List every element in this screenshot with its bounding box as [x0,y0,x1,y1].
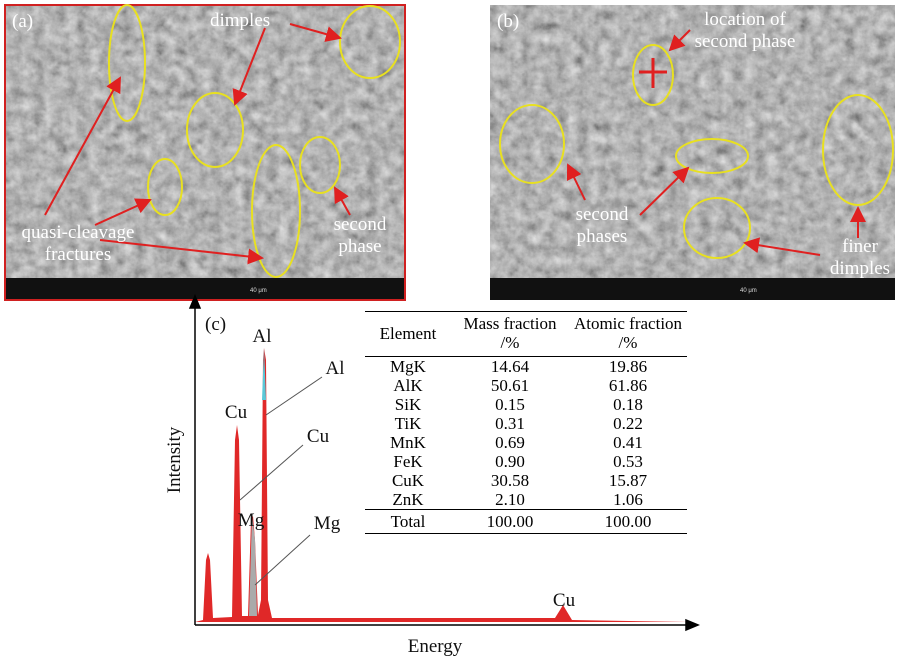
cell: 0.15 [451,395,569,414]
cell: 30.58 [451,471,569,490]
annotation: second [576,204,629,225]
cell: 100.00 [569,510,687,534]
cell: AlK [365,376,451,395]
cell: 100.00 [451,510,569,534]
cell: 0.90 [451,452,569,471]
annotation: dimples [210,10,270,31]
cell: 0.22 [569,414,687,433]
cell: MgK [365,357,451,377]
panel-label: (a) [12,11,33,32]
cell: 15.87 [569,471,687,490]
peak-label: Mg [314,513,341,534]
annotation: location of [704,9,786,30]
panel-a: 40 μm (a) dimples quasi-cleavage fractur… [5,5,405,300]
y-axis-label: Intensity [164,426,185,493]
annotation: phase [338,236,381,257]
cell: 61.86 [569,376,687,395]
cell: ZnK [365,490,451,510]
header-cell: Element [365,312,451,357]
figure: 40 μm (a) dimples quasi-cleavage fractur… [0,0,897,663]
cell: 1.06 [569,490,687,510]
peak-label: Cu [307,426,330,447]
cell: CuK [365,471,451,490]
cell: 0.53 [569,452,687,471]
panel-label: (c) [205,314,226,335]
panel-b: 40 μm (b) location of second phase secon… [490,5,895,300]
x-axis-label: Energy [408,636,463,657]
info-bar [5,278,405,300]
cell: 50.61 [451,376,569,395]
annotation: second [334,214,387,235]
peak-label: Al [326,358,345,379]
cell: 14.64 [451,357,569,377]
header-cell: Mass fraction /% [451,312,569,357]
peak-label: Cu [225,402,248,423]
peak-label: Cu [553,590,576,611]
scale-bar: 40 μm [740,288,757,294]
peak-label: Mg [238,510,265,531]
annotation: fractures [45,244,111,265]
panel-label: (b) [497,11,519,32]
cell: 2.10 [451,490,569,510]
annotation: second phase [695,31,796,52]
annotation: dimples [830,258,890,279]
cell: TiK [365,414,451,433]
header-cell: Atomic fraction /% [569,312,687,357]
cell: SiK [365,395,451,414]
cell: 19.86 [569,357,687,377]
annotation: phases [577,226,628,247]
cell: 0.41 [569,433,687,452]
sem-image [490,5,895,300]
cell: 0.18 [569,395,687,414]
info-bar [490,278,895,300]
peak-label: Al [253,326,272,347]
annotation: finer [842,236,879,257]
cell: FeK [365,452,451,471]
annotation: quasi-cleavage [22,222,135,243]
cell: 0.31 [451,414,569,433]
cell: Total [365,510,451,534]
cell: MnK [365,433,451,452]
scale-bar: 40 μm [250,288,267,294]
cell: 0.69 [451,433,569,452]
